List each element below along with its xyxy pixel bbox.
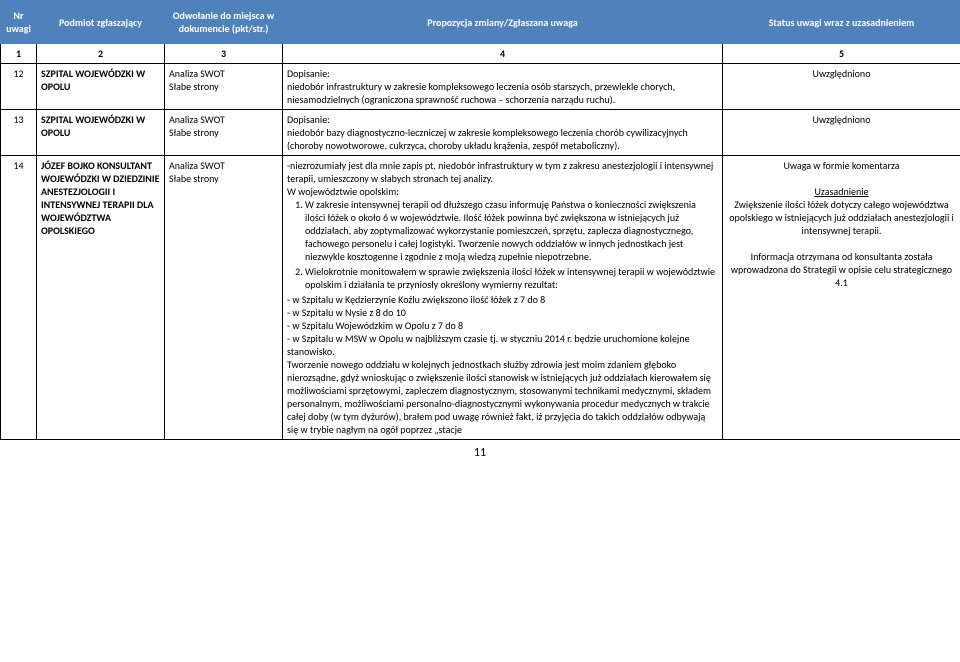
status-p2: Informacja otrzymana od konsultanta zost… (727, 250, 956, 289)
podmiot-text: SZPITAL WOJEWÓDZKI W OPOLU (41, 113, 145, 139)
row-odwolanie: Analiza SWOT Słabe strony (165, 156, 283, 440)
prop-label: Dopisanie: (287, 67, 718, 80)
odwol-line2: Słabe strony (169, 126, 278, 139)
header-odwol: Odwołanie do miejsca w dokumencie (pkt/s… (165, 1, 283, 44)
document-table: Nr uwagi Podmiot zgłaszający Odwołanie d… (0, 0, 960, 440)
prop-woj: W województwie opolskim: (287, 185, 718, 198)
prop-dash1: - w Szpitalu w Kędzierzynie Koźlu zwięks… (287, 293, 718, 306)
colnum-2: 2 (37, 44, 165, 64)
colnum-5: 5 (723, 44, 960, 64)
header-propozycja: Propozycja zmiany/Zgłaszana uwaga (283, 1, 723, 44)
odwol-line2: Słabe strony (169, 172, 278, 185)
row-nr: 14 (1, 156, 37, 440)
colnum-3: 3 (165, 44, 283, 64)
status-p1: Zwiększenie ilości łóżek dotyczy całego … (727, 198, 956, 237)
page-number: 11 (0, 446, 960, 460)
table-row: 12 SZPITAL WOJEWÓDZKI W OPOLU Analiza SW… (1, 64, 960, 110)
prop-list: W zakresie intensywnej terapii od dłuższ… (287, 198, 718, 291)
prop-dash4: - w Szpitalu w MSW w Opolu w najbliższym… (287, 332, 718, 358)
prop-text: niedobór bazy diagnostyczno-leczniczej w… (287, 126, 718, 152)
row-podmiot: SZPITAL WOJEWÓDZKI W OPOLU (37, 64, 165, 110)
podmiot-text: SZPITAL WOJEWÓDZKI W OPOLU (41, 67, 145, 93)
prop-li1: W zakresie intensywnej terapii od dłuższ… (305, 198, 718, 263)
table-row: 13 SZPITAL WOJEWÓDZKI W OPOLU Analiza SW… (1, 110, 960, 156)
odwol-line2: Słabe strony (169, 80, 278, 93)
prop-label: Dopisanie: (287, 113, 718, 126)
prop-li2-text: Wielokrotnie monitowałem w sprawie zwięk… (305, 265, 715, 291)
header-podmiot: Podmiot zgłaszający (37, 1, 165, 44)
row-propozycja: -niezrozumiały jest dla mnie zapis pt. n… (283, 156, 723, 440)
row-propozycja: Dopisanie: niedobór infrastruktury w zak… (283, 64, 723, 110)
row-propozycja: Dopisanie: niedobór bazy diagnostyczno-l… (283, 110, 723, 156)
column-number-row: 1 2 3 4 5 (1, 44, 960, 64)
row-podmiot: JÓZEF BOJKO KONSULTANT WOJEWÓDZKI W DZIE… (37, 156, 165, 440)
header-status: Status uwagi wraz z uzasadnieniem (723, 1, 960, 44)
status-uzasadnienie-label: Uzasadnienie (727, 185, 956, 198)
odwol-line1: Analiza SWOT (169, 113, 278, 126)
row-podmiot: SZPITAL WOJEWÓDZKI W OPOLU (37, 110, 165, 156)
header-row: Nr uwagi Podmiot zgłaszający Odwołanie d… (1, 1, 960, 44)
status-line1: Uwaga w formie komentarza (727, 159, 956, 172)
prop-li2: Wielokrotnie monitowałem w sprawie zwięk… (305, 265, 718, 291)
row-nr: 13 (1, 110, 37, 156)
table-row: 14 JÓZEF BOJKO KONSULTANT WOJEWÓDZKI W D… (1, 156, 960, 440)
prop-intro: -niezrozumiały jest dla mnie zapis pt. n… (287, 159, 718, 185)
row-status: Uwaga w formie komentarza Uzasadnienie Z… (723, 156, 960, 440)
prop-text: niedobór infrastruktury w zakresie kompl… (287, 80, 718, 106)
prop-dash3: - w Szpitalu Wojewódzkim w Opolu z 7 do … (287, 319, 718, 332)
row-nr: 12 (1, 64, 37, 110)
colnum-4: 4 (283, 44, 723, 64)
row-odwolanie: Analiza SWOT Słabe strony (165, 64, 283, 110)
colnum-1: 1 (1, 44, 37, 64)
row-status: Uwzględniono (723, 110, 960, 156)
row-status: Uwzględniono (723, 64, 960, 110)
prop-tail: Tworzenie nowego oddziału w kolejnych je… (287, 358, 718, 436)
row-odwolanie: Analiza SWOT Słabe strony (165, 110, 283, 156)
header-nr: Nr uwagi (1, 1, 37, 44)
odwol-line1: Analiza SWOT (169, 67, 278, 80)
odwol-line1: Analiza SWOT (169, 159, 278, 172)
podmiot-text: JÓZEF BOJKO KONSULTANT WOJEWÓDZKI W DZIE… (41, 159, 159, 237)
prop-dash2: - w Szpitalu w Nysie z 8 do 10 (287, 306, 718, 319)
